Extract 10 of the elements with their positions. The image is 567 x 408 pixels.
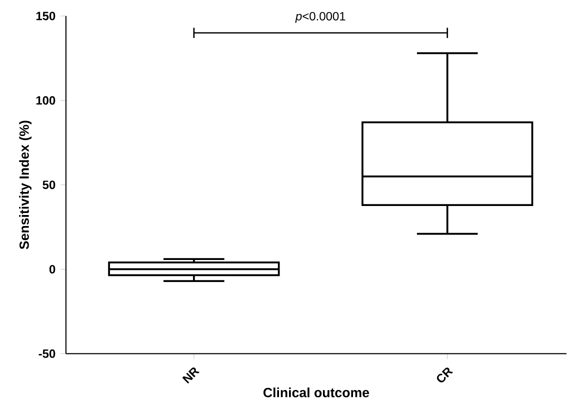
y-tick-label: -50 (38, 350, 56, 358)
y-tick-label: 50 (42, 180, 56, 190)
y-tick-label: 0 (49, 265, 56, 274)
x-tick-label: CR (436, 368, 454, 383)
y-tick-label: 100 (36, 96, 56, 105)
y-axis-title: Sensitivity Index (%) (19, 120, 32, 250)
y-tick-label: 150 (36, 12, 56, 20)
x-tick-label: NR (182, 368, 200, 384)
annotation: p<0.0001 (295, 12, 346, 24)
x-axis-title: Clinical outcome (263, 388, 370, 398)
